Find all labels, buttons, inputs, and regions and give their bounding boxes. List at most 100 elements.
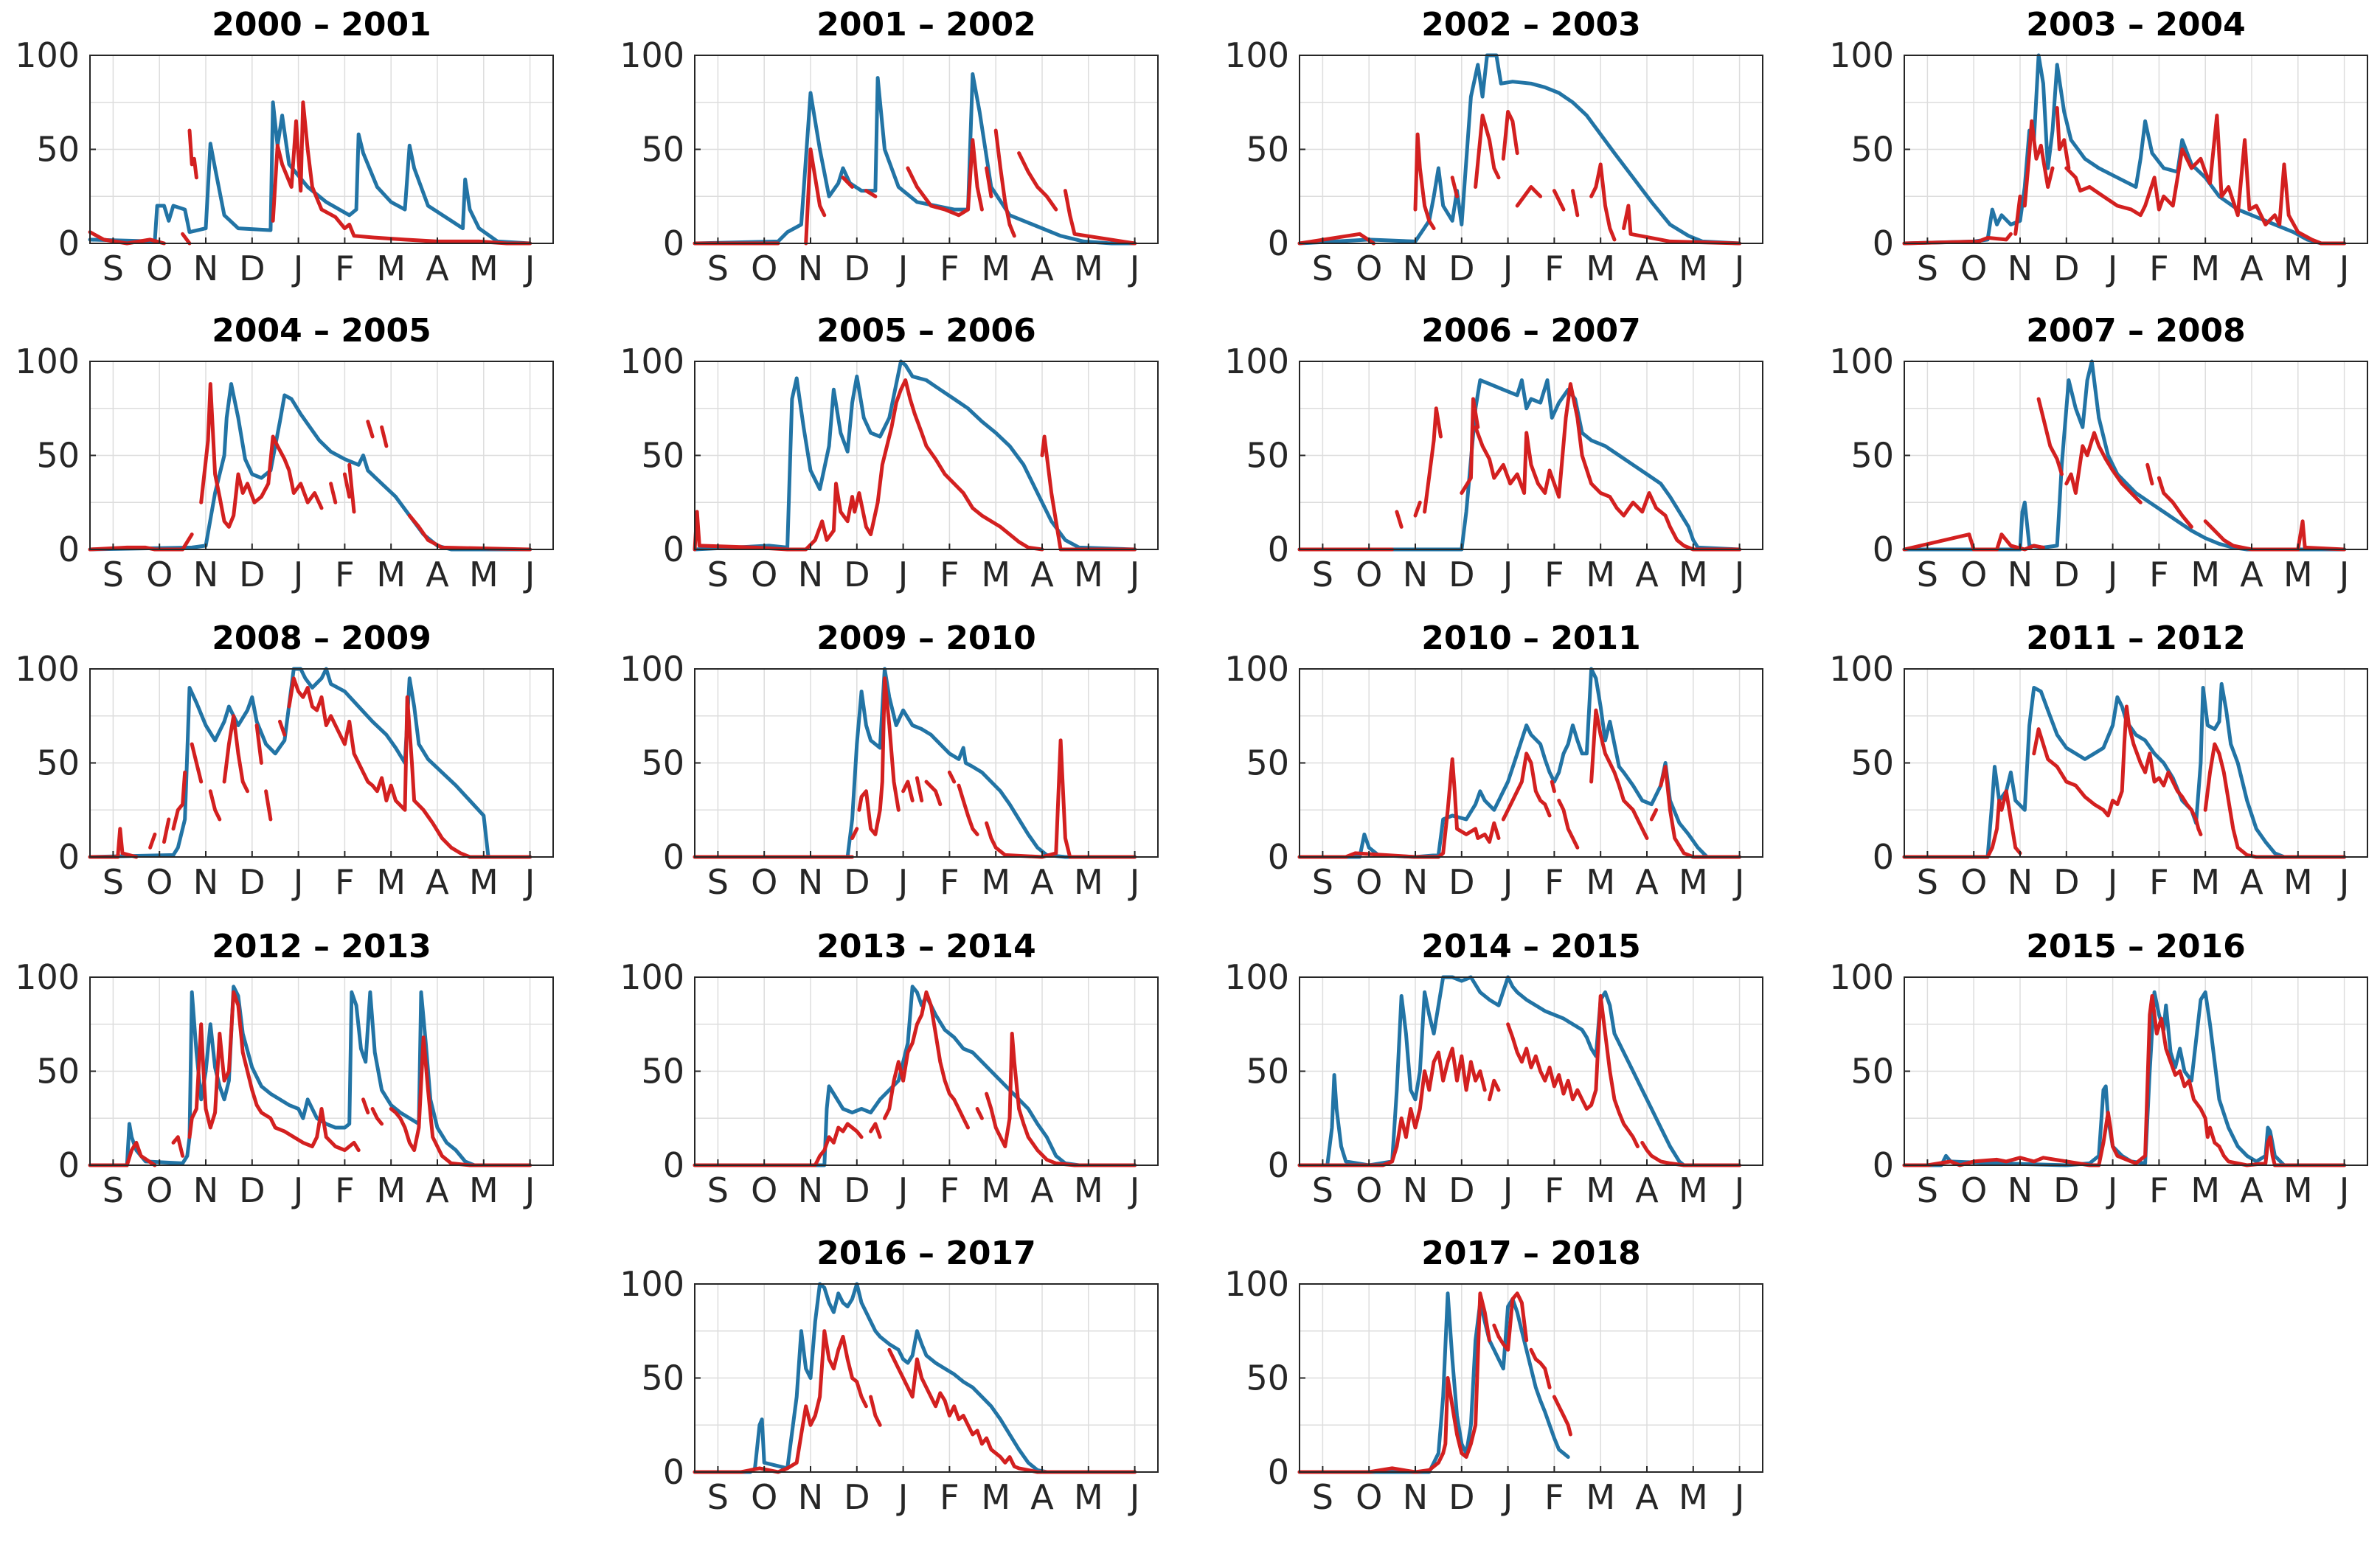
series-line <box>1460 397 1480 495</box>
x-tick-label: A <box>2240 249 2263 288</box>
series-line <box>947 770 957 784</box>
y-tick-label: 50 <box>641 436 684 476</box>
y-tick-label: 100 <box>1224 957 1289 997</box>
x-tick-label: J <box>1501 1170 1513 1210</box>
series-line <box>1297 378 1742 552</box>
x-tick-label: D <box>2053 555 2079 594</box>
x-tick-label: M <box>1679 1477 1708 1517</box>
series-0 <box>693 359 1137 552</box>
x-tick-label: A <box>1635 555 1659 594</box>
y-tick-label: 50 <box>641 743 684 783</box>
series-line <box>1017 151 1058 212</box>
series-line <box>199 382 324 529</box>
chart-panel-2007-2008: 2007 – 2008 S O N D J F M A M J 0 50 100 <box>1814 306 2380 608</box>
y-tick-label: 0 <box>1268 1145 1289 1185</box>
grid <box>1300 977 1763 1165</box>
x-tick-label: J <box>291 1170 304 1210</box>
x-tick-label: N <box>193 862 218 902</box>
x-tick-label: N <box>193 555 218 594</box>
x-tick-label: J <box>2337 1170 2350 1210</box>
y-tick-label: 0 <box>663 530 684 569</box>
series-line <box>190 742 204 784</box>
y-tick-label: 100 <box>620 957 684 997</box>
x-tick-label: N <box>798 249 823 288</box>
x-tick-label: D <box>1449 1477 1474 1517</box>
grid <box>695 361 1158 549</box>
x-tick-label: N <box>2008 249 2033 288</box>
x-tick-label: F <box>2149 555 2168 594</box>
series-line <box>841 176 854 189</box>
series-line <box>2145 462 2154 486</box>
series-line <box>1413 500 1422 518</box>
chart-title: 2010 – 2011 <box>1421 619 1641 657</box>
series-line <box>1423 406 1443 514</box>
series-line <box>347 462 356 514</box>
x-tick-label: O <box>1960 1170 1987 1210</box>
series-line <box>162 817 171 844</box>
series-line <box>1902 789 2022 859</box>
x-tick-label: F <box>1544 1477 1564 1517</box>
series-1 <box>1902 994 2347 1167</box>
x-tick-label: M <box>469 1170 499 1210</box>
series-line <box>1395 510 1404 529</box>
x-tick-label: M <box>376 555 406 594</box>
x-tick-label: D <box>844 555 870 594</box>
series-0 <box>88 667 532 859</box>
x-tick-label: M <box>981 249 1010 288</box>
x-tick-label: N <box>1403 249 1428 288</box>
y-tick-label: 0 <box>58 223 80 263</box>
x-tick-label: A <box>1030 249 1054 288</box>
chart-panel-2009-2010: 2009 – 2010 S O N D J F M A M J 0 50 100 <box>605 614 1198 916</box>
series-line <box>187 990 361 1153</box>
x-tick-label: N <box>2008 1170 2033 1210</box>
chart-title: 2015 – 2016 <box>2026 928 2246 965</box>
series-line <box>915 776 924 802</box>
y-tick-label: 0 <box>1873 530 1894 569</box>
x-tick-label: S <box>1312 1477 1333 1517</box>
series-line <box>366 420 375 439</box>
x-tick-label: J <box>2106 555 2118 594</box>
series-line <box>1649 808 1659 822</box>
series-line <box>1474 382 1742 552</box>
y-tick-label: 50 <box>641 1052 684 1091</box>
series-line <box>1501 752 1552 822</box>
x-tick-label: J <box>2106 249 2118 288</box>
chart-title: 2009 – 2010 <box>816 619 1036 657</box>
y-tick-label: 50 <box>641 130 684 170</box>
y-tick-label: 0 <box>663 1145 684 1185</box>
x-tick-label: M <box>2283 249 2313 288</box>
x-tick-label: J <box>896 1170 909 1210</box>
chart-panel-2016-2017: 2016 – 2017 S O N D J F M A M J 0 50 100 <box>605 1229 1198 1531</box>
series-0 <box>693 72 1137 246</box>
y-tick-label: 50 <box>36 436 80 476</box>
x-tick-label: J <box>896 249 909 288</box>
series-line <box>1529 1347 1552 1389</box>
series-0 <box>1297 53 1742 246</box>
x-tick-label: J <box>2337 862 2350 902</box>
series-line <box>2032 704 2203 836</box>
x-tick-label: J <box>1128 555 1140 594</box>
series-line <box>693 667 1137 859</box>
y-tick-label: 0 <box>1873 837 1894 877</box>
series-line <box>1501 110 1519 161</box>
x-tick-label: J <box>1732 1477 1745 1517</box>
y-tick-label: 50 <box>1850 436 1894 476</box>
series-line <box>985 166 993 198</box>
chart-title: 2014 – 2015 <box>1421 928 1641 965</box>
x-tick-label: M <box>1074 1170 1103 1210</box>
y-tick-label: 0 <box>663 223 684 263</box>
x-tick-label: M <box>2190 555 2220 594</box>
x-tick-label: J <box>523 555 535 594</box>
x-tick-label: F <box>335 249 354 288</box>
x-tick-label: S <box>1917 862 1938 902</box>
x-tick-label: M <box>1586 555 1615 594</box>
x-tick-label: J <box>1128 1477 1140 1517</box>
